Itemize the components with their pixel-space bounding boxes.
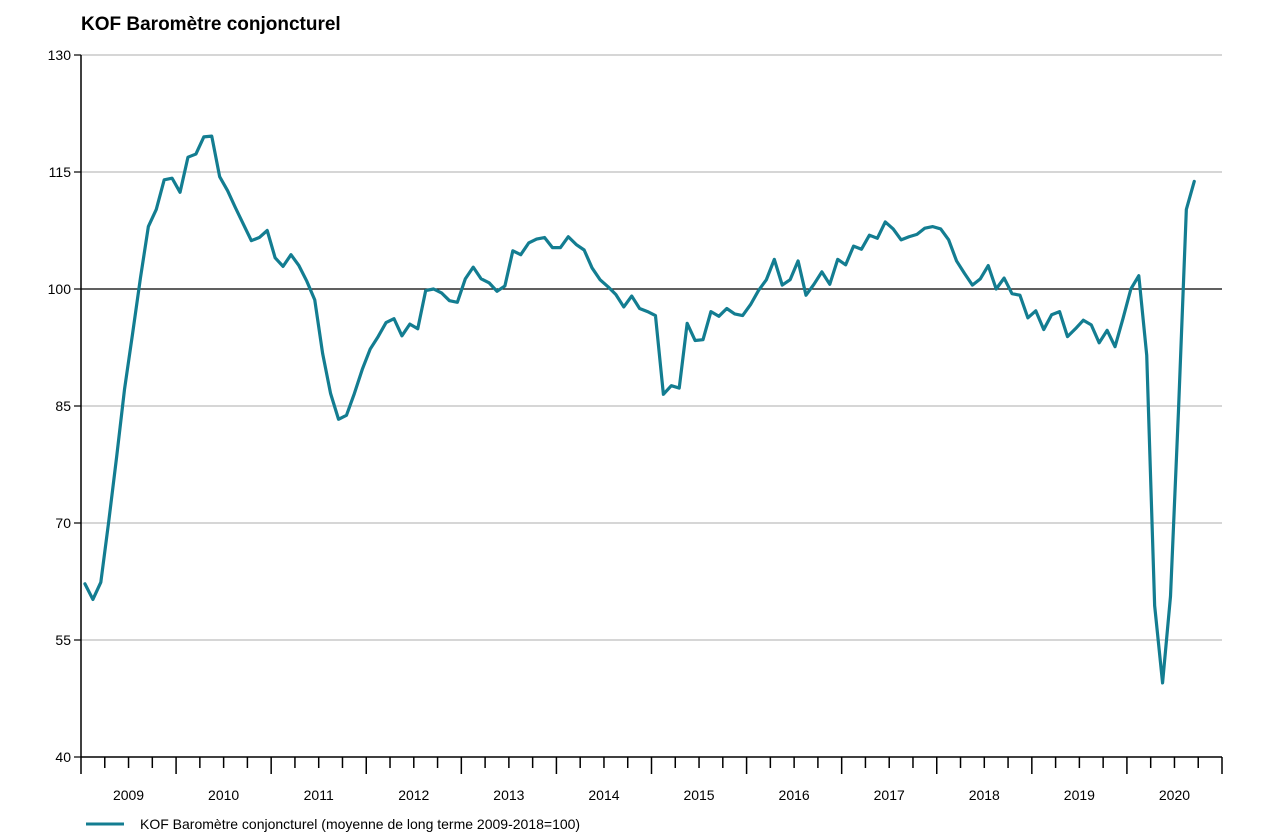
y-tick-label: 115 (49, 164, 72, 180)
x-tick-label: 2013 (493, 787, 524, 803)
x-tick-label: 2019 (1064, 787, 1095, 803)
x-axis: 2009 2010 2011 2012 2013 2014 2015 2016 2017 2018… (80, 55, 1223, 803)
y-tick-label: 85 (55, 398, 71, 414)
legend-label: KOF Baromètre conjoncturel (moyenne de l… (140, 816, 580, 832)
x-tick-label: 2017 (874, 787, 905, 803)
chart-title: KOF Baromètre conjoncturel (81, 14, 341, 35)
x-tick-label: 2016 (779, 787, 810, 803)
gridlines (81, 54, 1222, 641)
x-tick-label: 2010 (208, 787, 239, 803)
plot-area (83, 134, 1196, 685)
x-tick-label: 2012 (398, 787, 429, 803)
legend: KOF Baromètre conjoncturel (moyenne de l… (86, 816, 580, 832)
series-line-kof-barometre (83, 134, 1196, 685)
x-tick-label: 2009 (113, 787, 144, 803)
y-tick-label: 40 (55, 749, 71, 765)
x-tick-label: 2015 (683, 787, 714, 803)
x-tick-label: 2014 (588, 787, 619, 803)
y-tick-label: 55 (55, 632, 71, 648)
y-tick-label: 100 (48, 281, 72, 297)
y-tick-label: 70 (55, 515, 71, 531)
x-tick-label: 2018 (969, 787, 1000, 803)
x-tick-label: 2020 (1159, 787, 1190, 803)
y-tick-label: 130 (48, 47, 72, 63)
y-axis-ticks: 40 55 70 85 100 115 130 (48, 47, 81, 765)
x-tick-label: 2011 (304, 787, 334, 803)
